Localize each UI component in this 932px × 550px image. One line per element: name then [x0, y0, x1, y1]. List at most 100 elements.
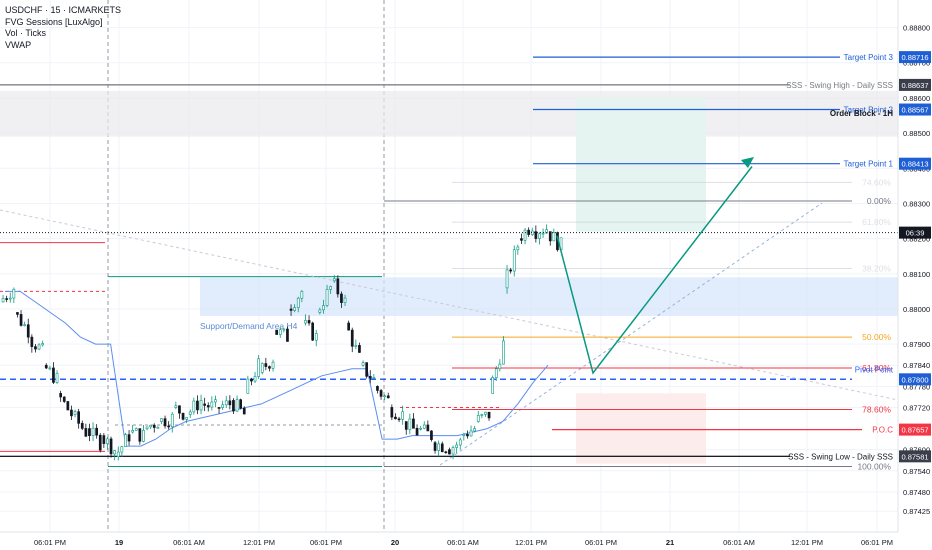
candle-body [289, 308, 293, 311]
candle-body [541, 232, 545, 235]
x-tick-label: 12:01 PM [515, 538, 547, 547]
candle-body [199, 400, 203, 411]
candle-body [145, 426, 149, 429]
level-label: Target Point 1 [844, 160, 894, 169]
projection-arrow-head [741, 157, 754, 168]
candle-body [1, 298, 5, 303]
level-label: SSS - Swing High - Daily SSS [786, 81, 893, 90]
candle-body [41, 343, 44, 346]
candle-body [106, 438, 109, 444]
candle-body [149, 424, 153, 428]
level-label: SSS - Swing Low - Daily SSS [788, 452, 893, 461]
candle-body [196, 400, 199, 411]
indicator-volume[interactable]: Vol · Ticks [5, 28, 47, 38]
y-tick-label: 0.87425 [903, 507, 930, 516]
candle-body [473, 428, 477, 432]
candle-body [325, 289, 329, 306]
candle-body [62, 396, 66, 402]
candle-body [260, 363, 264, 373]
candle-body [275, 329, 279, 335]
y-tick-label: 0.88100 [903, 270, 930, 279]
candle-body [188, 411, 192, 415]
y-tick-label: 0.87600 [903, 446, 930, 455]
candle-body [23, 324, 27, 327]
candle-body [358, 345, 361, 353]
candle-body [239, 399, 243, 409]
candle-body [408, 418, 412, 430]
fib-label: 38.20% [862, 264, 891, 274]
y-tick-label: 0.88500 [903, 129, 930, 138]
candle-body [332, 278, 336, 282]
candle-body [192, 400, 196, 413]
candle-body [12, 288, 16, 299]
candle-body [304, 320, 307, 324]
candle-body [91, 427, 95, 437]
candle-body [217, 407, 221, 409]
projection-path [556, 166, 753, 375]
candle-body [318, 309, 322, 313]
candle-body [210, 401, 214, 408]
candle-body [552, 232, 556, 242]
candle-body [278, 329, 282, 335]
candle-body [419, 427, 423, 430]
candle-body [203, 403, 207, 406]
candle-body [466, 434, 469, 437]
candle-body [264, 363, 268, 367]
y-tick-label: 0.87840 [903, 361, 930, 370]
candle-body [286, 328, 289, 342]
candle-body [340, 293, 343, 303]
candle-body [52, 367, 55, 383]
candle-body [34, 346, 37, 350]
candle-body [120, 446, 124, 453]
candle-body [242, 407, 246, 415]
candle-body [448, 449, 451, 455]
candle-body [502, 340, 505, 365]
candle-body [19, 314, 23, 326]
candle-body [505, 269, 509, 289]
price-tag-bg [899, 78, 931, 91]
candle-body [343, 297, 347, 303]
candle-body [109, 438, 113, 455]
fib-label: 78.60% [862, 405, 891, 415]
fib-label: 0.00% [867, 196, 892, 206]
candle-body [127, 434, 131, 442]
price-tag-text: 0.87581 [901, 452, 928, 461]
order-block-zone [0, 90, 898, 137]
candle-body [516, 246, 520, 251]
candle-body [376, 386, 379, 391]
candle-body [167, 425, 171, 428]
price-tag-bg [899, 103, 931, 116]
candle-body [458, 439, 462, 446]
candle-body [5, 298, 8, 300]
candle-body [134, 428, 138, 431]
candle-body [368, 376, 372, 379]
x-tick-label: 06:01 AM [173, 538, 205, 547]
candle-body [491, 377, 495, 394]
x-tick-label: 12:01 PM [243, 538, 275, 547]
level-label: P.O.C [872, 426, 893, 435]
candle-body [124, 434, 127, 447]
indicator-fvg[interactable]: FVG Sessions [LuxAlgo] [5, 16, 103, 27]
fib-label: 61.80% [862, 217, 891, 227]
candle-body [178, 405, 181, 414]
candle-body [444, 451, 448, 454]
candle-body [523, 229, 527, 241]
vwap-line [5, 290, 549, 447]
candle-body [300, 291, 304, 299]
candle-body [433, 442, 437, 451]
price-tag: 0.88637 [899, 78, 931, 91]
candle-body [66, 401, 70, 411]
candle-body [232, 400, 235, 412]
symbol-title[interactable]: USDCHF · 15 · ICMARKETS [5, 5, 122, 15]
candle-body [361, 362, 365, 366]
price-tag: 0.87800 [899, 373, 931, 386]
candle-body [487, 411, 491, 419]
candle-body [268, 366, 271, 369]
price-tag-text: 0.87657 [901, 426, 928, 435]
indicator-vwap[interactable]: VWAP [5, 39, 32, 50]
candle-body [498, 363, 502, 370]
candle-body [494, 368, 498, 378]
candle-body [44, 364, 48, 369]
